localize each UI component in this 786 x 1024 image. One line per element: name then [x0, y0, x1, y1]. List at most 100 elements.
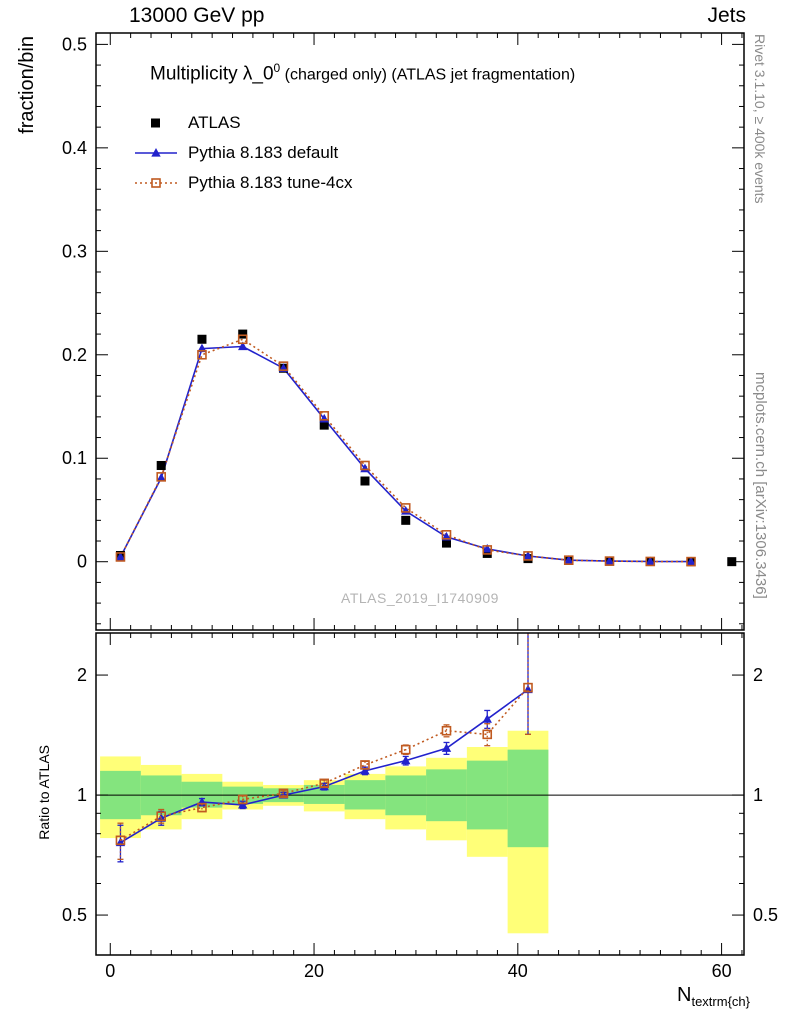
pythia-4cx-marker [319, 411, 330, 421]
pythia-default-ratio-marker [360, 765, 370, 775]
pythia-4cx-marker [482, 545, 493, 555]
pythia-4cx-marker [115, 552, 126, 562]
pythia-4cx-marker-icon [135, 178, 177, 188]
main-y-tick-label: 0.3 [62, 241, 87, 261]
ratio-y-tick-label-left: 2 [77, 665, 87, 685]
green-band-segment [507, 749, 549, 848]
pythia-default-ratio-marker [482, 714, 492, 723]
pythia-4cx-marker [197, 349, 207, 360]
legend-marker [151, 148, 161, 157]
atlas-marker-icon [151, 118, 160, 128]
atlas-data-point [319, 420, 329, 430]
pythia-4cx-ratio-marker [360, 760, 370, 770]
plot-title-suffix: (charged only) (ATLAS jet fragmentation) [280, 66, 576, 84]
pythia-4cx-marker [156, 472, 167, 482]
main-y-tick-label: 0.4 [62, 138, 87, 158]
atlas-data-point [360, 476, 370, 486]
pythia-4cx-marker [441, 530, 452, 540]
plot-title-superscript: 0 [273, 61, 281, 75]
atlas-data-point [727, 557, 737, 567]
pythia-4cx-marker [604, 556, 615, 566]
legend-marker [151, 178, 161, 188]
x-tick-label: 60 [712, 961, 732, 981]
legend-marker [151, 118, 160, 128]
pythia-4cx-line [119, 338, 692, 563]
main-y-axis-title: fraction/bin [16, 36, 38, 134]
atlas-data-point [156, 460, 166, 470]
pythia-4cx-ratio-marker [197, 802, 207, 813]
pythia-default-ratio-marker [441, 743, 452, 752]
pythia-4cx-ratio-marker [482, 729, 493, 740]
pythia-4cx-marker [360, 460, 370, 471]
main-series-group [115, 329, 737, 567]
pythia-default-marker-icon [135, 148, 177, 157]
legend-label-atlas: ATLAS [188, 113, 241, 132]
plot-title-prefix: Multiplicity λ_0 [150, 63, 274, 85]
pythia-4cx-marker [400, 503, 411, 513]
ratio-y-axis-title: Ratio to ATLAS [36, 745, 52, 840]
ratio-panel-frame [95, 632, 745, 956]
plot-title: Multiplicity λ_00 (charged only) (ATLAS … [150, 61, 575, 85]
x-tick-label: 20 [304, 961, 324, 981]
atlas-data-point [197, 334, 207, 344]
ratio-y-tick-label-right: 1 [753, 785, 763, 805]
main-y-tick-label: 0.1 [62, 448, 87, 468]
pythia-4cx-ratio-marker [156, 811, 167, 822]
pythia-4cx-ratio-marker [400, 744, 411, 755]
beam-energy-label: 13000 GeV pp [129, 4, 265, 27]
pythia-default-marker [523, 551, 533, 560]
ratio-series-group [115, 633, 533, 863]
pythia-4cx-ratio-marker [319, 778, 330, 789]
x-axis-title-subscript: textrm{ch} [691, 994, 750, 1009]
x-axis-title-base: N [677, 984, 692, 1006]
legend-item-atlas: ATLAS [133, 108, 352, 138]
watermark-text: ATLAS_2019_I1740909 [341, 590, 499, 606]
pythia-4cx-ratio-marker [278, 788, 289, 799]
pythia-4cx-ratio-marker [441, 725, 452, 736]
pythia-4cx-ratio-marker [237, 794, 248, 805]
ratio-y-tick-label-left: 0.5 [62, 905, 87, 925]
rivet-version-note: Rivet 3.1.10, ≥ 400k events [752, 34, 768, 204]
ratio-y-tick-label-right: 2 [753, 665, 763, 685]
x-axis-title: Ntextrm{ch} [677, 984, 750, 1009]
pythia-4cx-ratio-marker [115, 835, 126, 846]
main-y-tick-label: 0.5 [62, 34, 87, 54]
pythia-4cx-marker [278, 361, 289, 371]
pythia-default-marker [115, 551, 126, 561]
x-tick-label: 40 [508, 961, 528, 981]
ratio-y-tick-label-right: 0.5 [753, 905, 778, 925]
legend-label-pythia-4cx: Pythia 8.183 tune-4cx [188, 173, 353, 192]
pythia-4cx-marker [237, 334, 248, 345]
mcplots-reference-note: mcplots.cern.ch [arXiv:1306.3436] [752, 372, 769, 599]
pythia-4cx-ratio-marker [523, 682, 533, 693]
pythia-4cx-marker [563, 555, 574, 565]
atlas-data-point [441, 538, 451, 548]
pythia-default-marker [645, 556, 655, 566]
green-band-segment [303, 784, 345, 804]
main-y-tick-label: 0.2 [62, 345, 87, 365]
ratio-uncertainty-bands [100, 730, 549, 934]
x-tick-label: 0 [105, 961, 115, 981]
pythia-default-ratio-marker [401, 755, 411, 765]
pythia-default-marker [482, 543, 492, 553]
pythia-4cx-marker [645, 556, 656, 567]
main-panel-frame [95, 32, 745, 631]
process-label: Jets [707, 4, 746, 27]
legend: ATLAS Pythia 8.183 default Pythia 8.183 tu… [133, 108, 352, 198]
pythia-default-marker [564, 555, 574, 564]
legend-item-pythia-4cx: Pythia 8.183 tune-4cx [133, 168, 352, 198]
ratio-y-tick-label-left: 1 [77, 785, 87, 805]
atlas-data-point [238, 329, 248, 339]
pythia-4cx-marker [523, 551, 533, 561]
main-y-tick-label: 0 [77, 552, 87, 572]
pythia-4cx-marker [686, 556, 696, 567]
pythia-default-marker [156, 472, 166, 482]
legend-label-pythia-default: Pythia 8.183 default [188, 143, 339, 162]
legend-item-pythia-default: Pythia 8.183 default [133, 138, 352, 168]
pythia-4cx-ratio-line [120, 687, 529, 841]
atlas-data-point [401, 515, 411, 525]
pythia-default-marker [604, 556, 615, 565]
pythia-default-marker [686, 556, 696, 566]
